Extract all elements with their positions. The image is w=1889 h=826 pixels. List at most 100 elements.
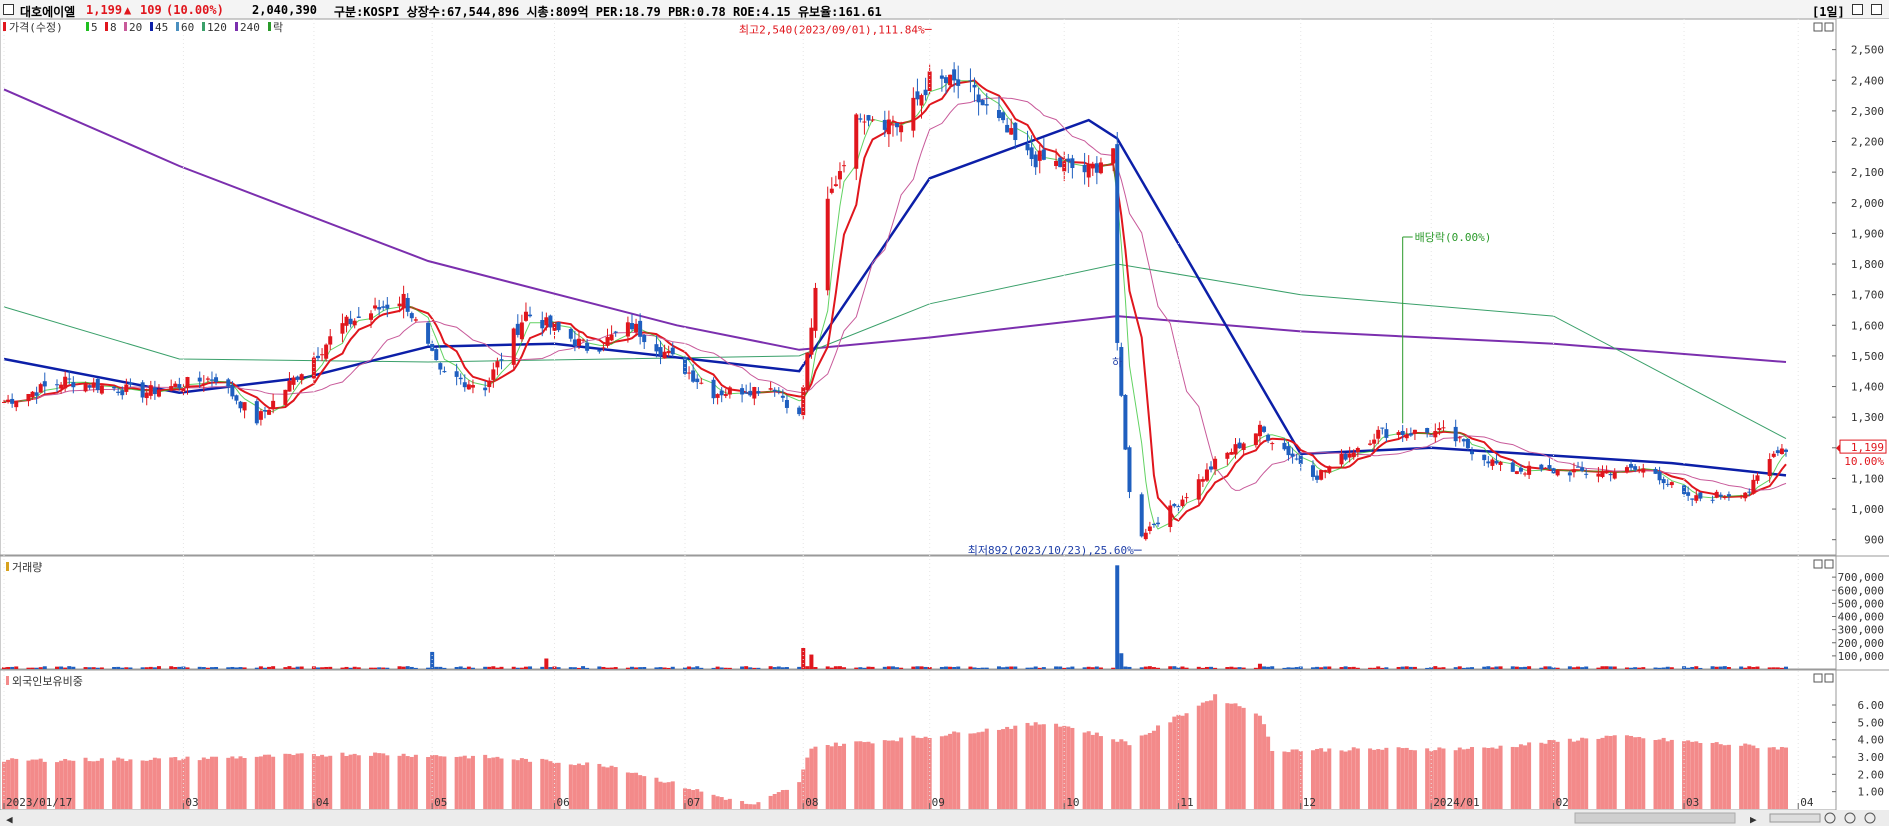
foreign-ratio-bar[interactable] (470, 755, 475, 809)
foreign-ratio-bar[interactable] (1482, 747, 1487, 809)
candle-body[interactable] (14, 400, 19, 408)
foreign-ratio-bar[interactable] (1286, 752, 1291, 809)
volume-bar[interactable] (1025, 667, 1030, 669)
foreign-ratio-bar[interactable] (752, 804, 757, 809)
volume-bar[interactable] (63, 667, 68, 669)
volume-bar[interactable] (658, 667, 663, 669)
foreign-ratio-bar[interactable] (833, 742, 838, 809)
volume-bar[interactable] (2, 667, 6, 669)
foreign-ratio-bar[interactable] (1629, 735, 1634, 809)
foreign-ratio-bar[interactable] (919, 738, 924, 809)
candle-body[interactable] (1755, 475, 1760, 481)
volume-bar[interactable] (495, 667, 500, 669)
volume-bar[interactable] (1608, 666, 1613, 669)
candle-body[interactable] (752, 386, 757, 399)
foreign-ratio-bar[interactable] (1005, 726, 1010, 809)
foreign-ratio-bar[interactable] (234, 758, 239, 809)
candle-body[interactable] (772, 389, 777, 392)
foreign-ratio-bar[interactable] (528, 761, 533, 809)
volume-bar[interactable] (14, 666, 19, 669)
volume-bar[interactable] (1596, 667, 1601, 669)
candle-body[interactable] (197, 377, 202, 382)
foreign-ratio-bar[interactable] (1624, 735, 1629, 809)
volume-bar[interactable] (666, 667, 671, 669)
volume-bar[interactable] (1204, 666, 1209, 669)
foreign-ratio-bar[interactable] (854, 741, 859, 809)
candle-body[interactable] (413, 319, 418, 321)
candle-body[interactable] (95, 378, 100, 390)
volume-bar[interactable] (377, 667, 382, 669)
foreign-ratio-bar[interactable] (55, 762, 60, 809)
volume-bar[interactable] (1282, 667, 1287, 669)
candle-body[interactable] (1339, 453, 1344, 465)
foreign-ratio-bar[interactable] (1722, 745, 1727, 809)
candle-body[interactable] (1372, 439, 1377, 444)
foreign-ratio-bar[interactable] (99, 758, 104, 809)
volume-bar[interactable] (687, 666, 692, 669)
candle-body[interactable] (1184, 497, 1189, 499)
volume-bar[interactable] (6, 666, 11, 669)
foreign-ratio-bar[interactable] (927, 737, 932, 809)
volume-bar[interactable] (1213, 667, 1218, 669)
candle-body[interactable] (177, 384, 182, 388)
volume-bar[interactable] (1486, 666, 1491, 669)
volume-bar[interactable] (1470, 667, 1475, 669)
foreign-ratio-bar[interactable] (1710, 742, 1715, 809)
candle-body[interactable] (870, 119, 875, 121)
foreign-ratio-bar[interactable] (1714, 742, 1719, 809)
volume-bar[interactable] (634, 667, 639, 669)
foreign-ratio-bar[interactable] (1400, 748, 1405, 809)
candle-body[interactable] (1694, 495, 1699, 501)
candle-body[interactable] (173, 383, 178, 387)
foreign-ratio-bar[interactable] (128, 759, 133, 809)
volume-bar[interactable] (1527, 666, 1532, 669)
volume-bar[interactable] (34, 667, 39, 669)
foreign-ratio-bar[interactable] (727, 798, 732, 809)
volume-bar[interactable] (528, 666, 533, 669)
volume-bar[interactable] (1266, 666, 1271, 669)
foreign-ratio-bar[interactable] (67, 760, 72, 809)
zoom-out-icon[interactable] (1844, 812, 1856, 824)
candle-body[interactable] (1310, 465, 1315, 477)
foreign-ratio-bar[interactable] (1147, 733, 1152, 809)
volume-bar[interactable] (1225, 667, 1230, 669)
foreign-ratio-bar[interactable] (34, 759, 39, 809)
volume-bar[interactable] (523, 666, 528, 669)
foreign-ratio-bar[interactable] (1596, 738, 1601, 809)
candle-body[interactable] (642, 334, 647, 343)
foreign-ratio-bar[interactable] (1775, 749, 1780, 809)
volume-bar[interactable] (42, 666, 47, 669)
candle-body[interactable] (42, 381, 47, 387)
candle-body[interactable] (813, 287, 818, 331)
volume-bar[interactable] (1767, 667, 1772, 669)
foreign-ratio-bar[interactable] (1555, 741, 1560, 809)
volume-bar[interactable] (1641, 667, 1646, 669)
volume-bar[interactable] (320, 667, 325, 669)
candle-body[interactable] (466, 384, 471, 390)
volume-bar[interactable] (205, 667, 210, 669)
foreign-panel-max-icon[interactable] (1824, 673, 1834, 683)
candle-body[interactable] (1204, 469, 1209, 481)
foreign-ratio-bar[interactable] (340, 752, 345, 809)
volume-bar[interactable] (1624, 667, 1629, 669)
volume-bar[interactable] (699, 667, 704, 669)
foreign-ratio-bar[interactable] (1755, 748, 1760, 809)
volume-bar[interactable] (401, 666, 406, 669)
candle-body[interactable] (1143, 532, 1148, 540)
foreign-ratio-bar[interactable] (59, 760, 64, 809)
candle-body[interactable] (1241, 443, 1246, 450)
volume-bar[interactable] (984, 667, 989, 669)
foreign-ratio-bar[interactable] (1029, 725, 1034, 809)
volume-bar[interactable] (548, 667, 553, 669)
foreign-ratio-bar[interactable] (1058, 726, 1063, 809)
candle-body[interactable] (691, 370, 696, 382)
candle-body[interactable] (1612, 472, 1617, 479)
volume-bar[interactable] (862, 667, 867, 669)
volume-bar[interactable] (1196, 666, 1201, 669)
volume-bar[interactable] (1115, 565, 1120, 669)
candle-body[interactable] (548, 315, 553, 328)
foreign-ratio-bar[interactable] (613, 767, 618, 809)
candle-body[interactable] (1457, 437, 1462, 439)
volume-bar[interactable] (939, 666, 944, 669)
volume-bar[interactable] (1139, 667, 1144, 669)
